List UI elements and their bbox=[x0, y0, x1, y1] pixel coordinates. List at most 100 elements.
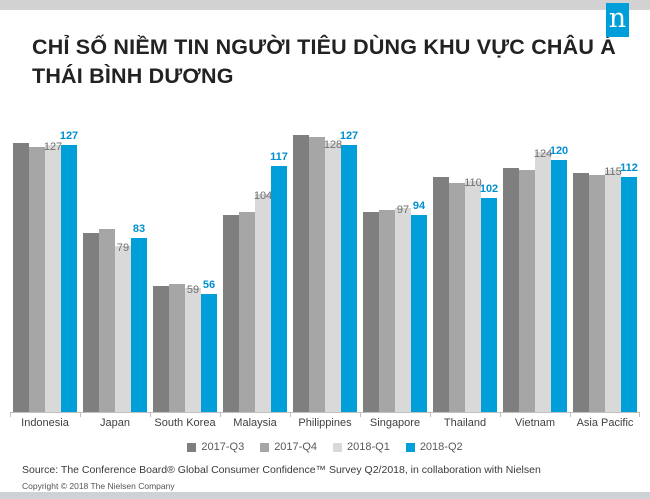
legend-label: 2018-Q1 bbox=[347, 441, 390, 453]
category-label: South Korea bbox=[154, 417, 216, 429]
category-label: Japan bbox=[100, 417, 130, 429]
bar-chart: 127 127 79 83 59 56 104 117 128 127 97 94 110 102 124 1… bbox=[10, 118, 640, 417]
axis-tick bbox=[500, 412, 501, 417]
bar-group-asia-pacific: 115 112 bbox=[570, 118, 640, 417]
bar-2018-Q2: 94 bbox=[411, 200, 427, 412]
bar-2018-Q2: 120 bbox=[550, 145, 568, 412]
bar-value-label: 124 bbox=[533, 148, 553, 160]
bar-group-singapore: 97 94 bbox=[360, 118, 430, 417]
category-label: Thailand bbox=[443, 417, 487, 429]
bar-2018-Q2: 112 bbox=[620, 162, 638, 412]
bar-2018-Q1: 115 bbox=[604, 166, 622, 412]
bar-group-malaysia: 104 117 bbox=[220, 118, 290, 417]
axis-tick bbox=[10, 412, 11, 417]
axis-tick bbox=[80, 412, 81, 417]
copyright-text: Copyright © 2018 The Nielsen Company bbox=[22, 481, 175, 491]
bar-value-label: 115 bbox=[604, 166, 622, 178]
bar-group-indonesia: 127 127 bbox=[10, 118, 80, 417]
bottom-strip bbox=[0, 492, 650, 499]
bar-2018-Q2: 102 bbox=[480, 183, 498, 412]
bar-value-label: 97 bbox=[396, 204, 410, 216]
legend-item-2017-Q4: 2017-Q4 bbox=[260, 441, 317, 453]
bar-value-label: 128 bbox=[323, 139, 343, 151]
x-axis-labels: Indonesia Japan South Korea Malaysia Philipp… bbox=[10, 417, 640, 429]
bar-2017-Q3 bbox=[13, 143, 29, 412]
bar-value-label: 127 bbox=[59, 130, 79, 142]
bar-2018-Q2: 127 bbox=[60, 130, 78, 412]
legend-item-2018-Q1: 2018-Q1 bbox=[333, 441, 390, 453]
category-label: Singapore bbox=[369, 417, 421, 429]
bar-value-label: 59 bbox=[186, 284, 200, 296]
bar-group-vietnam: 124 120 bbox=[500, 118, 570, 417]
axis-tick bbox=[220, 412, 221, 417]
legend-label: 2017-Q3 bbox=[201, 441, 245, 453]
bar-2018-Q1: 127 bbox=[44, 141, 62, 412]
bar-2018-Q2: 83 bbox=[131, 223, 147, 412]
bar-group-thailand: 110 102 bbox=[430, 118, 500, 417]
bar-2017-Q3 bbox=[83, 233, 99, 412]
axis-tick bbox=[639, 412, 640, 417]
bar-2017-Q4 bbox=[309, 137, 325, 412]
category-label: Vietnam bbox=[514, 417, 556, 429]
bar-2017-Q3 bbox=[223, 215, 239, 412]
category-label: Indonesia bbox=[21, 417, 69, 429]
bar-group-south-korea: 59 56 bbox=[150, 118, 220, 417]
bar-2018-Q2: 56 bbox=[201, 279, 217, 412]
bar-value-label: 110 bbox=[464, 177, 482, 189]
bar-group-philippines: 128 127 bbox=[290, 118, 360, 417]
bar-2017-Q4 bbox=[519, 170, 535, 412]
bar-2017-Q3 bbox=[363, 212, 379, 412]
legend-swatch-icon bbox=[405, 442, 415, 452]
bar-2018-Q1: 59 bbox=[185, 284, 201, 412]
bar-2017-Q3 bbox=[293, 135, 309, 412]
bar-2018-Q1: 79 bbox=[115, 242, 131, 412]
legend-swatch-icon bbox=[333, 442, 342, 452]
bar-2017-Q4 bbox=[99, 229, 115, 412]
bar-value-label: 127 bbox=[43, 141, 63, 153]
axis-tick bbox=[430, 412, 431, 417]
bar-2018-Q1: 110 bbox=[464, 177, 482, 412]
bar-value-label: 79 bbox=[116, 242, 130, 254]
bar-2017-Q4 bbox=[169, 284, 185, 412]
bar-2018-Q2: 127 bbox=[340, 130, 358, 412]
category-label: Philippines bbox=[298, 417, 352, 429]
page-title: CHỈ SỐ NIỀM TIN NGƯỜI TIÊU DÙNG KHU VỰC … bbox=[32, 35, 616, 89]
chart-legend: 2017-Q3 2017-Q4 2018-Q1 2018-Q2 bbox=[0, 441, 650, 453]
bar-value-label: 102 bbox=[479, 183, 499, 195]
bar-2017-Q4 bbox=[239, 212, 255, 412]
bar-value-label: 94 bbox=[412, 200, 426, 212]
axis-tick bbox=[570, 412, 571, 417]
bar-2017-Q4 bbox=[589, 175, 605, 412]
bar-value-label: 56 bbox=[202, 279, 216, 291]
bar-2017-Q4 bbox=[379, 210, 395, 412]
axis-tick bbox=[150, 412, 151, 417]
bar-2017-Q3 bbox=[573, 173, 589, 412]
bar-group-japan: 79 83 bbox=[80, 118, 150, 417]
bar-2018-Q1: 128 bbox=[324, 139, 342, 412]
legend-label: 2018-Q2 bbox=[419, 441, 463, 453]
legend-item-2017-Q3: 2017-Q3 bbox=[187, 441, 244, 453]
bar-2017-Q3 bbox=[503, 168, 519, 412]
bar-2017-Q4 bbox=[29, 147, 45, 412]
legend-label: 2017-Q4 bbox=[274, 441, 317, 453]
bar-2017-Q3 bbox=[433, 177, 449, 412]
bar-2017-Q3 bbox=[153, 286, 169, 412]
bar-value-label: 117 bbox=[270, 151, 288, 163]
bar-value-label: 83 bbox=[132, 223, 146, 235]
legend-swatch-icon bbox=[260, 442, 270, 452]
bar-value-label: 104 bbox=[253, 190, 273, 202]
source-text: Source: The Conference Board® Global Con… bbox=[22, 464, 541, 476]
bar-2018-Q2: 117 bbox=[270, 151, 288, 412]
legend-item-2018-Q2: 2018-Q2 bbox=[405, 441, 463, 453]
category-label: Malaysia bbox=[233, 417, 277, 429]
bar-2018-Q1: 104 bbox=[254, 190, 272, 412]
legend-swatch-icon bbox=[187, 442, 197, 452]
axis-tick bbox=[290, 412, 291, 417]
axis-tick bbox=[360, 412, 361, 417]
bar-2018-Q1: 97 bbox=[395, 204, 411, 412]
bar-value-label: 127 bbox=[339, 130, 359, 142]
category-label: Asia Pacific bbox=[576, 417, 634, 429]
bar-2017-Q4 bbox=[449, 183, 465, 412]
nielsen-logo: n bbox=[606, 3, 629, 37]
bar-value-label: 120 bbox=[549, 145, 569, 157]
